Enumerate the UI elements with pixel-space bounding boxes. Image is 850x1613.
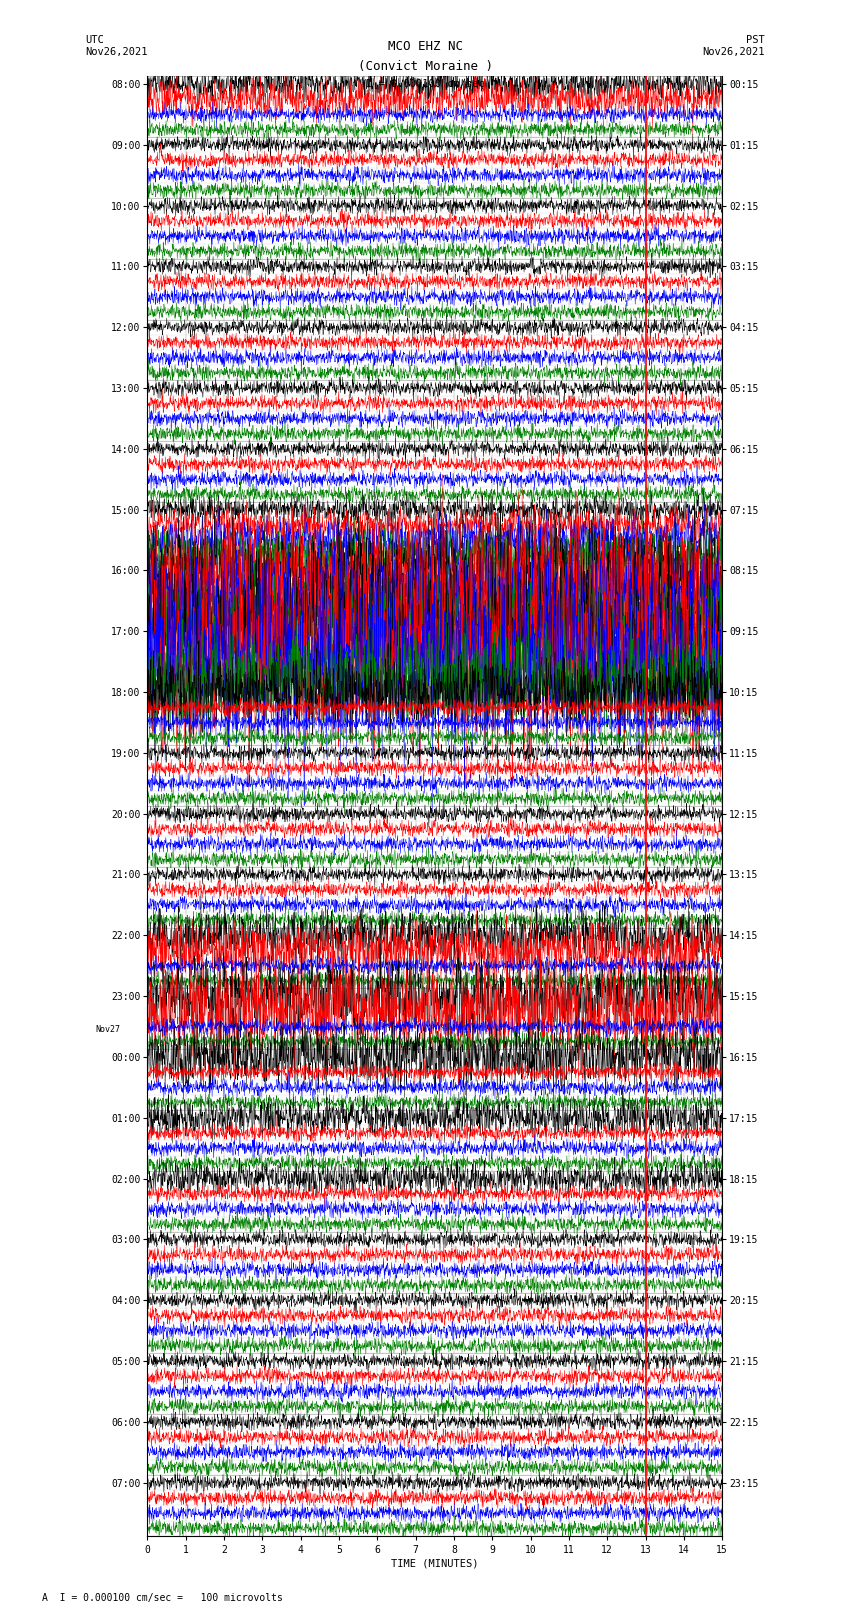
Text: Nov27: Nov27 (95, 1024, 121, 1034)
Text: PST: PST (746, 35, 765, 45)
Text: Nov26,2021: Nov26,2021 (85, 47, 148, 56)
Text: I = 0.000100 cm/sec: I = 0.000100 cm/sec (366, 79, 484, 89)
Text: UTC: UTC (85, 35, 104, 45)
Text: (Convict Moraine ): (Convict Moraine ) (358, 60, 492, 73)
Text: MCO EHZ NC: MCO EHZ NC (388, 40, 462, 53)
Text: Nov26,2021: Nov26,2021 (702, 47, 765, 56)
Text: A  I = 0.000100 cm/sec =   100 microvolts: A I = 0.000100 cm/sec = 100 microvolts (42, 1594, 283, 1603)
X-axis label: TIME (MINUTES): TIME (MINUTES) (391, 1560, 479, 1569)
